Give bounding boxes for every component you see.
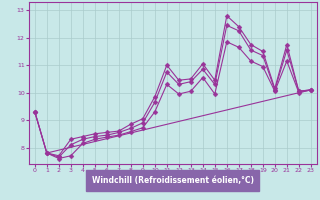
X-axis label: Windchill (Refroidissement éolien,°C): Windchill (Refroidissement éolien,°C) bbox=[92, 176, 254, 185]
